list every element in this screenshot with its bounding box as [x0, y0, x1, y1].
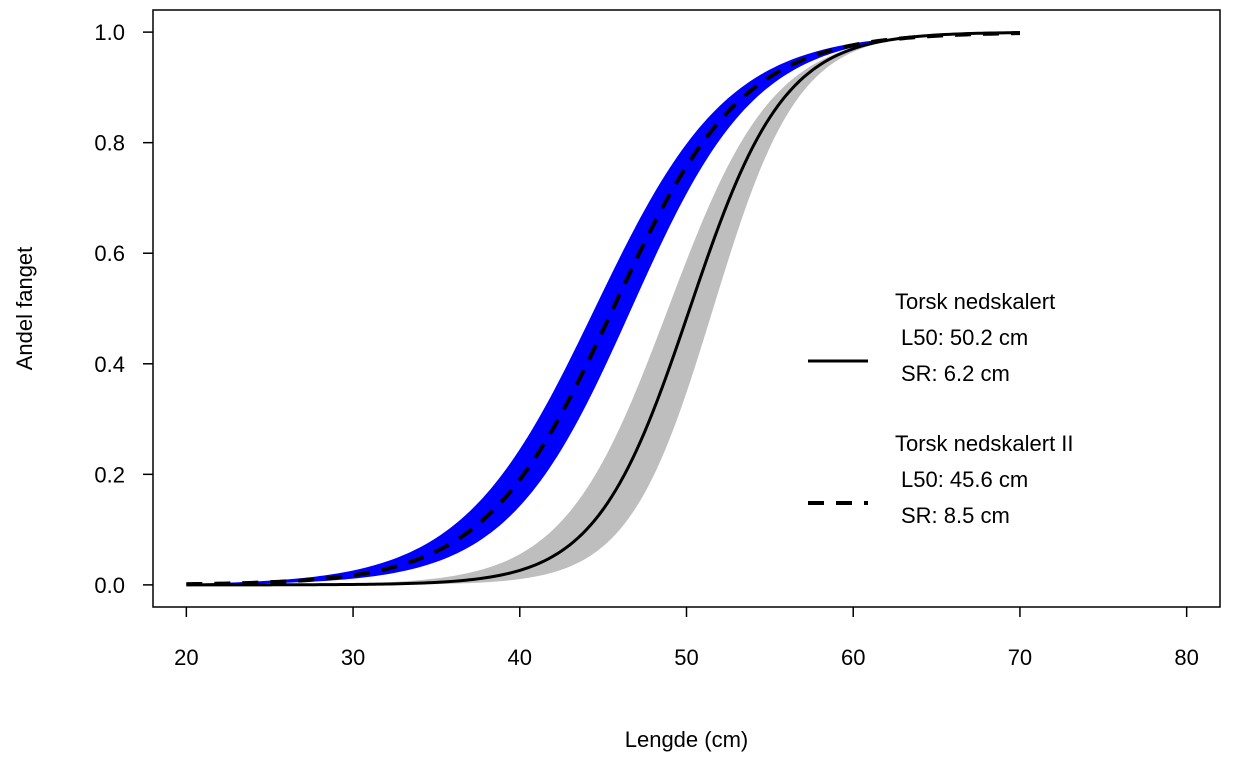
selectivity-curves: [186, 31, 1020, 587]
y-tick-label: 0.6: [94, 241, 125, 266]
legend: Torsk nedskalert L50: 50.2 cm SR: 6.2 cm To…: [808, 289, 1074, 528]
y-tick-label: 1.0: [94, 20, 125, 45]
legend-text-series-2: Torsk nedskalert II: [895, 431, 1074, 456]
x-tick-label: 30: [341, 645, 365, 670]
legend-text-series-1: SR: 6.2 cm: [901, 361, 1010, 386]
legend-text-series-1: L50: 50.2 cm: [901, 325, 1028, 350]
y-tick-label: 0.2: [94, 462, 125, 487]
curve-series-2: [186, 31, 1020, 587]
x-axis-label: Lengde (cm): [625, 727, 749, 752]
x-tick-label: 60: [841, 645, 865, 670]
y-tick-label: 0.0: [94, 573, 125, 598]
x-tick-label: 20: [174, 645, 198, 670]
y-tick-label: 0.4: [94, 352, 125, 377]
y-axis-label: Andel fanget: [12, 247, 37, 371]
x-tick-label: 70: [1008, 645, 1032, 670]
x-tick-label: 40: [508, 645, 532, 670]
confidence-band-series-1: [186, 32, 1020, 585]
confidence-bands: [186, 32, 1020, 585]
legend-text-series-2: SR: 8.5 cm: [901, 503, 1010, 528]
x-axis: 20 30 40 50 60 70 80: [174, 607, 1199, 670]
y-axis: 0.0 0.2 0.4 0.6 0.8 1.0: [94, 20, 153, 598]
y-tick-label: 0.8: [94, 131, 125, 156]
x-tick-label: 50: [674, 645, 698, 670]
confidence-band-series-2: [186, 33, 1020, 585]
legend-text-series-2: L50: 45.6 cm: [901, 467, 1028, 492]
legend-text-series-1: Torsk nedskalert: [895, 289, 1055, 314]
x-tick-label: 80: [1174, 645, 1198, 670]
